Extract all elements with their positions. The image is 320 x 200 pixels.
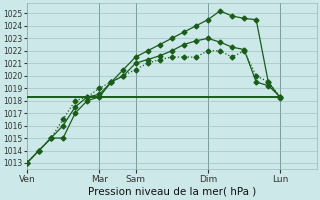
X-axis label: Pression niveau de la mer( hPa ): Pression niveau de la mer( hPa ) xyxy=(88,187,256,197)
